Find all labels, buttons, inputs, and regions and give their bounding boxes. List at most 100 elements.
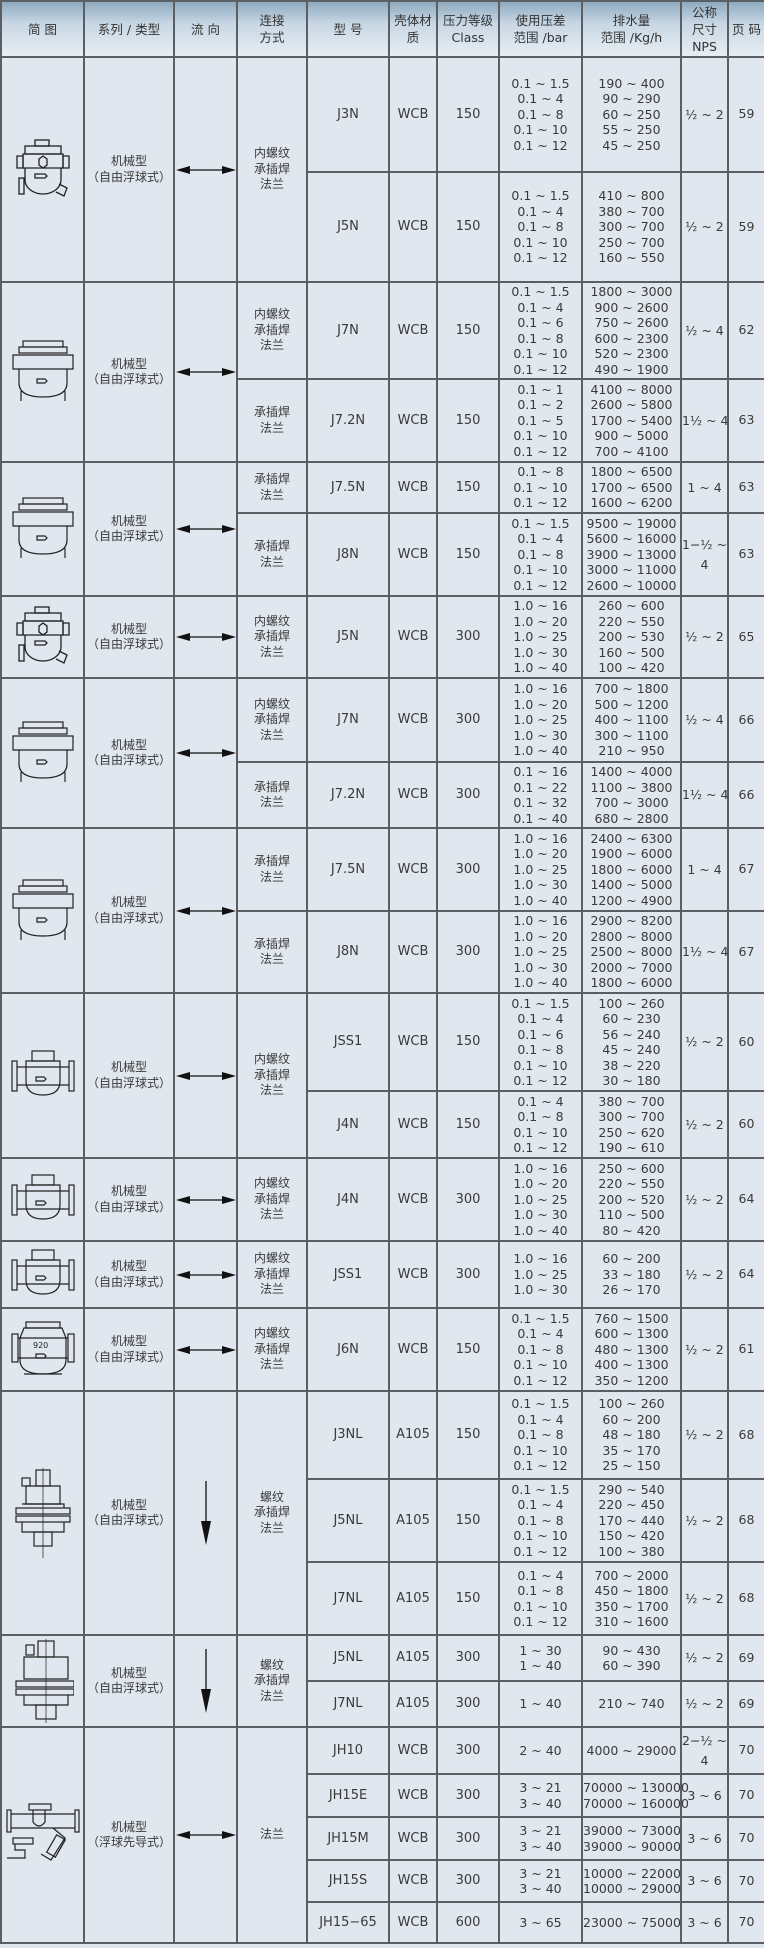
text-line: 3 ~ 6 [687, 1787, 722, 1803]
text-line: 1.0 ~ 40 [513, 660, 568, 676]
model-cell: J6N [306, 1307, 390, 1392]
text-line: 400 ~ 1300 [594, 1357, 669, 1373]
text-line: 承插焊 [253, 779, 290, 794]
text-line: 39000 ~ 90000 [583, 1838, 681, 1854]
header-text: 尺寸 [691, 21, 717, 37]
page-cell: 63 [727, 461, 764, 514]
text-line: 1½ ~ 4 [682, 944, 729, 959]
text-line: 0.1 ~ 10 [513, 122, 568, 138]
text-line: 1800 ~ 6500 [590, 464, 673, 480]
text-line: 60 ~ 230 [602, 1011, 661, 1026]
flow-direction-cell [173, 595, 238, 679]
text-line: ½ ~ 2 [685, 1512, 724, 1528]
connection-cell: 内螺纹 承插焊 法兰 [236, 1157, 308, 1242]
header-text: 简 图 [28, 21, 57, 37]
model-value: J4N [337, 1191, 359, 1207]
class-value: 150 [455, 106, 481, 122]
text-line: 法兰 [259, 487, 284, 502]
text-line: 0.1 ~ 12 [513, 250, 568, 266]
large-float-trap-icon [2, 720, 83, 786]
page-cell: 65 [727, 595, 764, 679]
compact-float-trap-icon [2, 138, 83, 202]
page-cell: 70 [727, 1816, 764, 1861]
table-row: J5N WCB 150 0.1 ~ 1.5 0.1 ~ 4 0.1 ~ 8 0.1 ~ 10… [1, 171, 764, 283]
pressure-range-cell: 3 ~ 21 3 ~ 40 [498, 1816, 583, 1861]
text-line: ½ ~ 2 [685, 1427, 724, 1442]
arrow-bidirectional-icon [175, 1071, 236, 1081]
capacity-range-cell: 4000 ~ 29000 [581, 1726, 682, 1775]
text-line: 0.1 ~ 10 [513, 428, 568, 444]
connection-cell: 内螺纹 承插焊 法兰 [236, 56, 308, 283]
flow-direction-cell [173, 56, 238, 283]
series-label: 机械型 [110, 1665, 147, 1680]
pressure-range-cell: 0.1 ~ 1.5 0.1 ~ 4 0.1 ~ 8 0.1 ~ 10 0.1 ~ 12 [498, 1478, 583, 1563]
product-drawing-cell [0, 1240, 85, 1309]
capacity-range-cell: 4100 ~ 8000 2600 ~ 5800 1700 ~ 5400 900 ~ 5… [581, 378, 682, 463]
series-cell: 机械型 （自由浮球式） [83, 595, 175, 679]
text-line: 1 ~ 40 [519, 1696, 562, 1712]
model-value: J8N [337, 944, 359, 960]
text-line: 900 ~ 2600 [594, 299, 669, 315]
connection-cell: 承插焊 法兰 [236, 461, 308, 514]
text-line: 0.1 ~ 8 [517, 1427, 564, 1443]
table-row: 机械型 （自由浮球式） 内螺纹 承插焊 法兰 J4N WCB 300 1.0 ~ 16 1.0 ~… [0, 1157, 764, 1242]
text-line: 0.1 ~ 10 [513, 234, 568, 250]
text-line: 承插焊 [253, 712, 290, 727]
text-line: 1900 ~ 6000 [590, 846, 673, 862]
series-cell: 机械型 （自由浮球式） [83, 1634, 175, 1728]
text-line: 承插焊 [253, 472, 290, 486]
material-cell: WCB [388, 761, 438, 829]
table-row: JH15M WCB 300 3 ~ 21 3 ~ 40 39000 ~ 73000 3900… [1, 1816, 764, 1861]
model-value: J6N [337, 1341, 359, 1357]
arrow-bidirectional-icon [175, 632, 236, 642]
nps-cell: 3 ~ 6 [680, 1773, 729, 1818]
text-line: 2−½ ~ [682, 1732, 727, 1748]
text-line: 1.0 ~ 40 [513, 743, 568, 759]
page-number: 70 [738, 1872, 755, 1888]
class-value: 150 [455, 412, 481, 428]
text-line: 0.1 ~ 12 [513, 137, 568, 153]
header-material: 壳体材质 [388, 0, 438, 58]
text-line: 3 ~ 6 [687, 1830, 722, 1846]
text-line: 承插焊 [253, 1191, 290, 1206]
svg-text:920: 920 [33, 1341, 48, 1350]
class-value: 150 [455, 546, 481, 562]
text-line: 26 ~ 170 [602, 1282, 661, 1298]
text-line: 0.1 ~ 4 [517, 1567, 564, 1583]
model-cell: JH10 [306, 1726, 390, 1775]
series-cell: 机械型 （自由浮球式） [83, 1240, 175, 1309]
text-line: 承插焊 [253, 1673, 290, 1688]
capacity-range-cell: 1800 ~ 3000 900 ~ 2600 750 ~ 2600 600 ~ 230… [581, 281, 682, 380]
pressure-range-cell: 0.1 ~ 4 0.1 ~ 8 0.1 ~ 10 0.1 ~ 12 [498, 1090, 583, 1159]
header-text: 范围 /bar [513, 30, 568, 45]
page-number: 63 [738, 479, 755, 495]
connection-cell: 承插焊 法兰 [236, 512, 308, 597]
text-line: 法兰 [259, 1357, 284, 1372]
header-text: 排水量 [612, 13, 651, 28]
capacity-range-cell: 410 ~ 800 380 ~ 700 300 ~ 700 250 ~ 700 160 … [581, 171, 682, 283]
text-line: 220 ~ 550 [598, 1176, 665, 1192]
connection-cell: 承插焊 法兰 [236, 827, 308, 912]
model-value: JSS1 [333, 1034, 363, 1050]
model-cell: J8N [306, 512, 390, 597]
table-row: J5NL A105 150 0.1 ~ 1.5 0.1 ~ 4 0.1 ~ 8 0.1 ~ … [1, 1478, 764, 1563]
text-line: 承插焊 [253, 1341, 290, 1356]
class-value: 300 [455, 1191, 481, 1207]
class-cell: 150 [436, 1561, 500, 1636]
material-value: WCB [397, 546, 429, 562]
series-subtype: （自由浮球式） [86, 169, 171, 184]
text-line: 480 ~ 1300 [594, 1341, 669, 1357]
nps-cell: ½ ~ 2 [680, 1634, 729, 1682]
material-cell: WCB [388, 1090, 438, 1159]
material-cell: A105 [388, 1680, 438, 1728]
model-value: JH15−65 [319, 1914, 377, 1930]
pressure-range-cell: 0.1 ~ 1.5 0.1 ~ 4 0.1 ~ 8 0.1 ~ 10 0.1 ~ 12 [498, 171, 583, 283]
arrow-bidirectional-icon [175, 1345, 236, 1355]
text-line: 1.0 ~ 30 [513, 959, 568, 975]
text-line: ½ ~ 2 [685, 1266, 724, 1282]
text-line: 1.0 ~ 20 [513, 846, 568, 862]
capacity-range-cell: 10000 ~ 22000 10000 ~ 29000 [581, 1859, 682, 1903]
text-line: ½ ~ 4 [685, 712, 724, 727]
capacity-range-cell: 700 ~ 2000 450 ~ 1800 350 ~ 1700 310 ~ 1600 [581, 1561, 682, 1636]
capacity-range-cell: 39000 ~ 73000 39000 ~ 90000 [581, 1816, 682, 1861]
